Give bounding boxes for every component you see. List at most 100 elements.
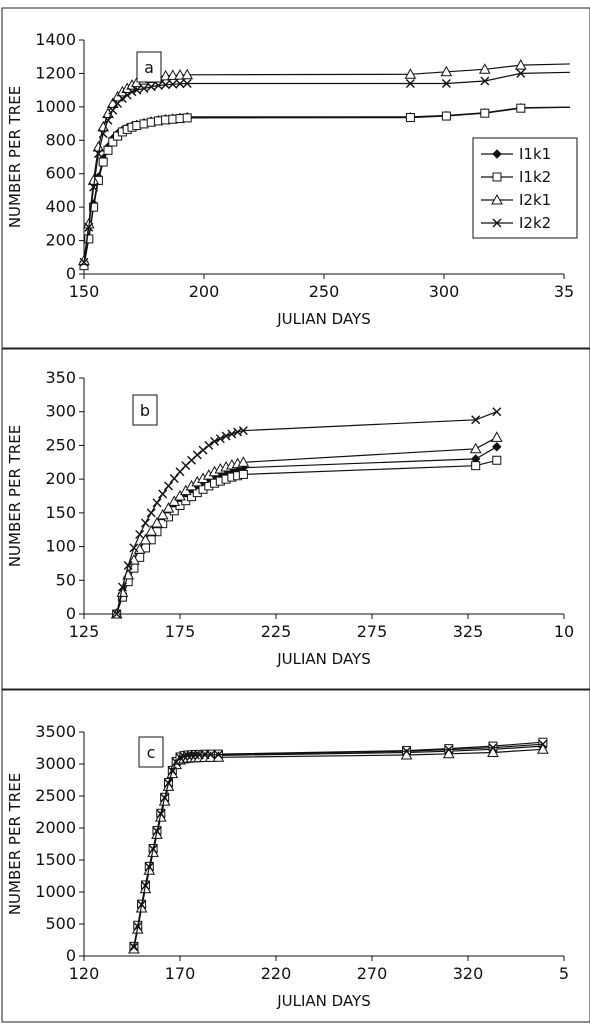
legend-entry-i2k2: I2k2 xyxy=(481,214,551,232)
data-point xyxy=(198,445,208,455)
data-point xyxy=(139,83,149,93)
data-point xyxy=(127,87,137,97)
data-point xyxy=(440,65,453,77)
y-tick-label: 1500 xyxy=(35,850,76,869)
y-tick-label: 0 xyxy=(66,264,76,283)
legend-entry-i1k1: I1k1 xyxy=(481,145,551,163)
data-point xyxy=(405,78,415,88)
data-point xyxy=(103,115,113,125)
data-point xyxy=(144,862,154,872)
y-tick-label: 200 xyxy=(45,469,76,488)
data-point xyxy=(152,498,162,508)
data-point xyxy=(92,140,105,152)
legend-entry-i1k2: I1k2 xyxy=(481,168,551,186)
panel-letter-box xyxy=(132,394,158,426)
data-point xyxy=(238,469,248,479)
data-point xyxy=(145,525,158,536)
data-point xyxy=(471,461,481,471)
panel-frame xyxy=(1,348,590,690)
data-point xyxy=(132,85,142,95)
x-tick-label: 175 xyxy=(165,622,196,641)
data-point xyxy=(108,105,118,115)
data-point xyxy=(151,516,163,528)
chart-panel-a: 0 200 400 600 800 1000 1200 1400 150 200 250 300 35 J… xyxy=(1,7,590,349)
data-point xyxy=(98,129,108,139)
legend-marker xyxy=(492,172,502,182)
y-tick-label: 150 xyxy=(45,503,76,522)
x-tick-label: 250 xyxy=(309,282,340,301)
series-line xyxy=(116,436,498,615)
data-point xyxy=(183,751,193,761)
y-tick-label: 500 xyxy=(45,914,76,933)
data-point xyxy=(159,69,172,81)
data-point xyxy=(129,543,139,553)
data-point xyxy=(89,182,99,192)
y-tick-label: 600 xyxy=(45,164,76,183)
data-point xyxy=(158,489,168,499)
y-tick-label: 250 xyxy=(45,435,76,454)
data-point xyxy=(152,826,162,836)
data-point xyxy=(206,750,216,760)
data-point xyxy=(161,80,171,90)
series-line xyxy=(83,71,570,263)
data-point xyxy=(514,59,527,70)
data-point xyxy=(133,922,143,932)
data-point xyxy=(490,431,503,442)
data-point xyxy=(156,508,169,520)
data-point xyxy=(163,481,173,491)
data-point xyxy=(471,415,481,425)
data-point xyxy=(175,79,185,89)
data-point xyxy=(213,750,223,760)
series-line xyxy=(133,743,543,948)
x-tick-label: 10 xyxy=(554,622,574,641)
data-point xyxy=(112,609,122,619)
data-point xyxy=(215,434,225,444)
series-i2k2 xyxy=(112,407,502,619)
data-point xyxy=(174,69,186,80)
legend-label: I1k2 xyxy=(519,168,551,186)
data-point xyxy=(444,745,454,755)
data-point xyxy=(174,489,186,501)
x-tick-label: 150 xyxy=(69,282,100,301)
y-tick-label: 200 xyxy=(45,231,76,250)
series-i2k1 xyxy=(128,743,549,954)
data-point xyxy=(492,455,502,465)
data-point xyxy=(168,495,181,506)
data-point xyxy=(140,881,150,891)
y-tick-label: 800 xyxy=(45,130,76,149)
data-point xyxy=(516,103,526,113)
y-tick-label: 100 xyxy=(45,537,76,556)
y-tick-label: 50 xyxy=(56,570,76,589)
data-point xyxy=(182,113,192,123)
panel-frame xyxy=(1,689,590,1023)
y-tick-label: 2500 xyxy=(35,786,76,805)
legend-entry-i2k1: I2k1 xyxy=(481,191,551,209)
series-i1k1 xyxy=(129,741,548,953)
data-point xyxy=(89,202,99,212)
y-tick-label: 1000 xyxy=(35,882,76,901)
y-tick-label: 1400 xyxy=(35,30,76,49)
y-axis-label: NUMBER PER TREE xyxy=(6,86,24,228)
data-point xyxy=(108,137,118,147)
data-point xyxy=(187,750,197,760)
x-axis-label: JULIAN DAYS xyxy=(276,650,371,668)
data-point xyxy=(103,145,113,155)
data-point xyxy=(148,844,158,854)
series-line xyxy=(116,459,497,615)
data-point xyxy=(156,809,166,819)
data-point xyxy=(135,529,145,539)
x-tick-label: 120 xyxy=(69,964,100,983)
data-point xyxy=(221,431,231,441)
y-tick-label: 0 xyxy=(66,946,76,965)
data-point xyxy=(79,257,89,267)
x-tick-label: 270 xyxy=(357,964,388,983)
panel-frame xyxy=(1,7,590,349)
data-point xyxy=(190,750,200,760)
data-point xyxy=(146,508,156,518)
data-point xyxy=(167,766,177,776)
data-point xyxy=(488,743,498,753)
x-tick-label: 275 xyxy=(357,622,388,641)
data-point xyxy=(478,63,491,74)
legend-marker xyxy=(491,193,503,205)
series-i2k2 xyxy=(79,68,570,267)
